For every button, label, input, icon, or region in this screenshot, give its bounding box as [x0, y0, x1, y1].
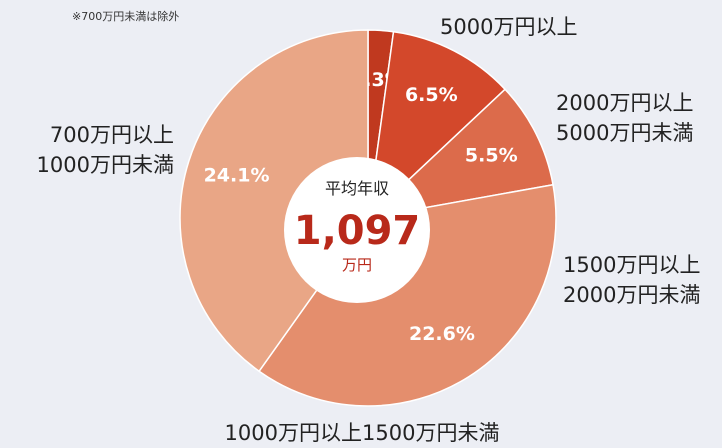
category-label: 2000万円以上 5000万円未満 — [556, 91, 694, 145]
center-circle — [284, 157, 430, 303]
center-unit: 万円 — [342, 256, 372, 274]
value-label: 6.5% — [405, 84, 458, 106]
category-label: 700万円以上 1000万円未満 — [36, 123, 174, 177]
note: ※700万円未満は除外 — [72, 10, 180, 23]
value-label: 5.5% — [465, 144, 518, 166]
category-label: 5000万円以上 — [440, 15, 578, 39]
center-title: 平均年収 — [325, 179, 389, 198]
pie-slice — [179, 29, 369, 373]
center-value: 1,097 — [294, 208, 421, 254]
category-label: 1500万円以上 2000万円未満 — [563, 253, 701, 307]
value-label: 22.6% — [409, 323, 475, 345]
pie-slice — [258, 183, 557, 407]
category-label: 1000万円以上1500万円未満 — [224, 421, 500, 445]
value-label: 24.1% — [204, 165, 270, 187]
pie-slice — [366, 30, 507, 220]
